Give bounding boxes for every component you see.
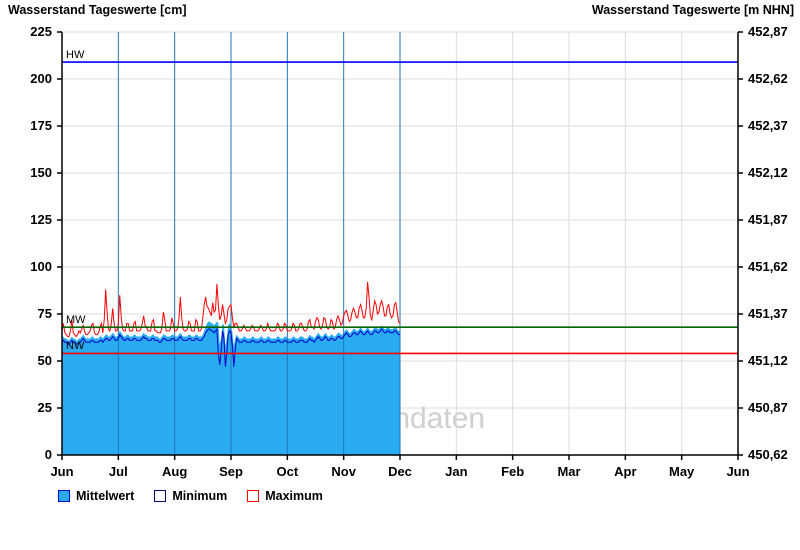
x-axis-tick-label: Aug — [162, 464, 188, 479]
y-axis-tick-label-right: 451,12 — [748, 353, 788, 368]
y-axis-tick-label-right: 452,12 — [748, 165, 788, 180]
x-axis-tick-label: Oct — [276, 464, 299, 479]
plot-area: Rohdaten — [57, 31, 743, 460]
x-axis-tick-label: Nov — [331, 464, 356, 479]
y-axis-tick-label-left: 75 — [37, 306, 52, 321]
chart-title-right: Wasserstand Tageswerte [m NHN] — [591, 3, 794, 17]
chart-title-left: Wasserstand Tageswerte [cm] — [8, 3, 187, 17]
legend-label: Mittelwert — [76, 489, 135, 503]
reference-label-hw: HW — [66, 49, 85, 62]
y-axis-tick-label-right: 451,87 — [748, 212, 788, 227]
x-axis-tick-label: Jan — [445, 464, 468, 479]
y-axis-tick-label-left: 200 — [30, 71, 52, 86]
y-axis-tick-label-right: 452,87 — [748, 24, 788, 39]
series-line-maximum — [61, 281, 401, 338]
reference-label-nw: NW — [66, 340, 85, 353]
y-axis-tick-label-left: 0 — [44, 447, 52, 462]
y-axis-tick-label-right: 452,37 — [748, 118, 788, 133]
legend-swatch-icon — [154, 490, 167, 502]
y-axis-tick-label-right: 451,37 — [748, 306, 788, 321]
y-axis-tick-label-left: 175 — [30, 118, 52, 133]
y-axis-tick-label-left: 25 — [37, 400, 52, 415]
y-axis-tick-label-right: 451,62 — [748, 259, 788, 274]
legend-label: Minimum — [172, 489, 228, 503]
chart-legend: Mittelwert Minimum Maximum — [58, 489, 343, 503]
y-axis-tick-label-left: 225 — [30, 24, 52, 39]
reference-label-mw: MW — [66, 314, 86, 327]
x-axis-tick-label: May — [669, 464, 695, 479]
y-axis-tick-label-right: 450,62 — [748, 447, 788, 462]
x-axis-tick-label: Dec — [388, 464, 412, 479]
x-axis-tick-label: Jun — [50, 464, 74, 479]
x-axis-tick-label: Jun — [726, 464, 750, 479]
legend-label: Maximum — [265, 489, 323, 503]
legend-item-maximum[interactable]: Maximum — [247, 489, 323, 503]
series-line-minimum — [61, 327, 400, 367]
y-axis-tick-label-left: 50 — [37, 353, 52, 368]
x-axis-tick-label: Feb — [501, 464, 525, 479]
legend-swatch-icon — [58, 490, 70, 502]
x-axis-tick-label: Sep — [219, 464, 243, 479]
x-axis-tick-label: Jul — [108, 464, 128, 479]
legend-item-mittelwert[interactable]: Mittelwert — [58, 489, 134, 503]
y-axis-tick-label-left: 150 — [30, 165, 52, 180]
y-axis-tick-label-left: 100 — [30, 259, 52, 274]
y-axis-tick-label-left: 125 — [30, 212, 52, 227]
x-axis-tick-label: Mar — [557, 464, 581, 479]
y-axis-tick-label-right: 450,87 — [748, 400, 788, 415]
x-axis-tick-label: Apr — [614, 464, 637, 479]
y-axis-tick-label-right: 452,62 — [748, 71, 788, 86]
legend-item-minimum[interactable]: Minimum — [154, 489, 227, 503]
legend-swatch-icon — [247, 490, 260, 502]
